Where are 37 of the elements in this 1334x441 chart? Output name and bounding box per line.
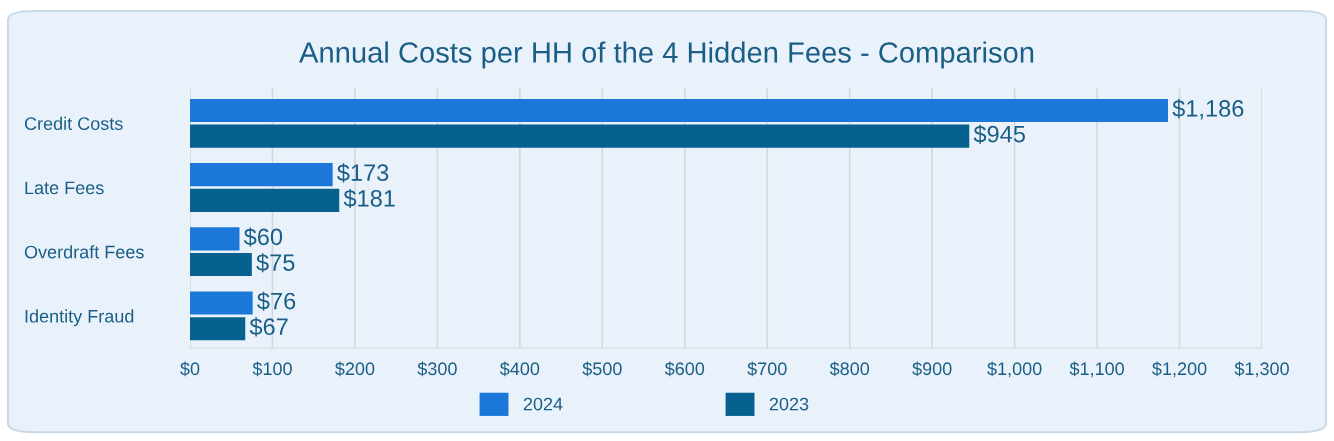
data-label: $67 (249, 317, 288, 337)
legend-label: 2023 (769, 397, 809, 411)
data-label: $75 (256, 253, 295, 273)
x-tick-label: $1,000 (987, 361, 1042, 378)
x-tick-label: $1,100 (1069, 361, 1124, 378)
x-tick-label: $600 (664, 361, 705, 377)
legend-label: 2024 (523, 397, 563, 411)
bar (190, 188, 340, 212)
bar (190, 291, 253, 315)
y-tick-label: Late Fees (25, 181, 104, 195)
data-label: $1,186 (1172, 99, 1244, 120)
x-tick-label: $800 (829, 361, 870, 377)
y-tick-label: Identity Fraud (25, 309, 134, 327)
bar (190, 227, 240, 251)
data-label: $181 (343, 188, 395, 209)
data-label: $60 (243, 227, 283, 247)
x-tick-label: $1,200 (1152, 361, 1207, 378)
x-tick-label: $500 (582, 361, 622, 377)
x-tick-label: $400 (499, 361, 540, 377)
bar (190, 252, 252, 277)
x-tick-label: $700 (747, 361, 787, 377)
x-tick-label: $100 (252, 361, 292, 377)
bar (190, 98, 1168, 123)
bar (190, 317, 246, 341)
bar (190, 163, 333, 187)
chart-title: Annual Costs per HH of the 4 Hidden Fees - Comparison (299, 41, 1034, 69)
x-tick-label: $1,300 (1234, 361, 1289, 378)
x-tick-label: $0 (180, 361, 200, 377)
y-tick-label: Overdraft Fees (24, 245, 144, 259)
x-tick-label: $300 (417, 361, 457, 377)
data-label: $945 (973, 124, 1025, 144)
x-tick-label: $900 (912, 361, 952, 377)
data-label: $76 (257, 291, 296, 311)
bar (190, 124, 970, 148)
data-label: $173 (337, 163, 389, 183)
x-tick-label: $200 (335, 361, 375, 377)
y-tick-label: Credit Costs (24, 116, 123, 131)
